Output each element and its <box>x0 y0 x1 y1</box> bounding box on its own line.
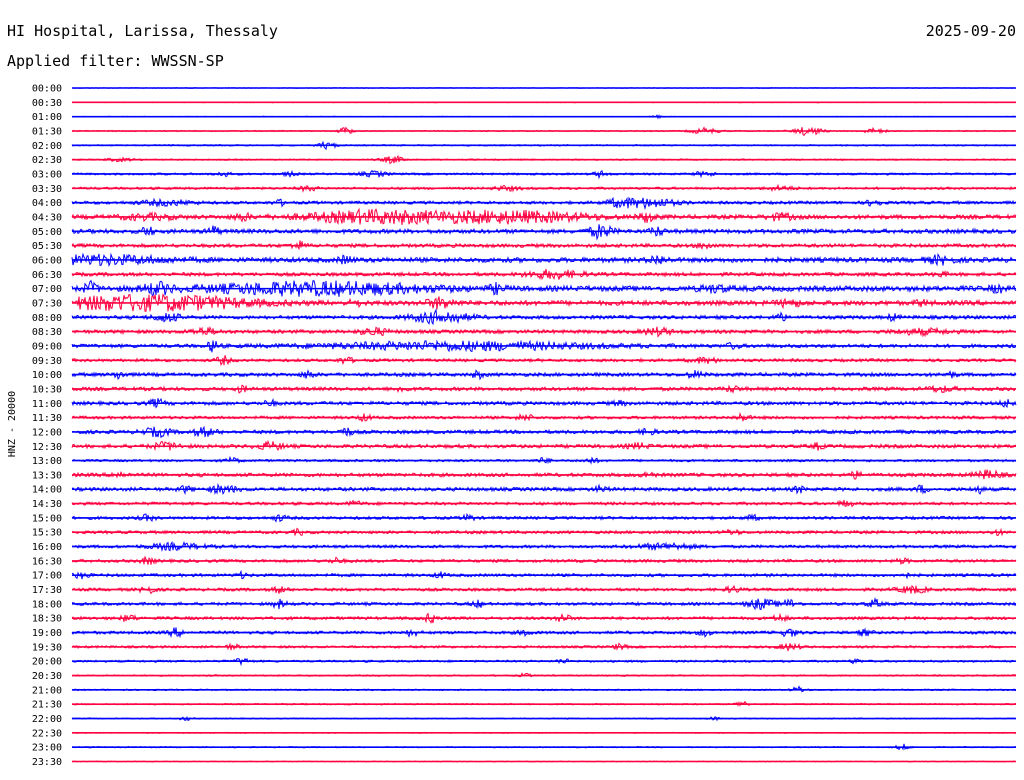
time-label: 03:30 <box>32 184 62 195</box>
time-label: 18:30 <box>32 614 62 625</box>
time-label: 23:00 <box>32 743 62 754</box>
time-label: 10:00 <box>32 370 62 381</box>
time-label: 06:30 <box>32 270 62 281</box>
time-label: 00:30 <box>32 98 62 109</box>
time-label: 18:00 <box>32 599 62 610</box>
time-label: 11:30 <box>32 413 62 424</box>
time-label: 13:30 <box>32 470 62 481</box>
time-label: 17:30 <box>32 585 62 596</box>
time-label: 14:00 <box>32 485 62 496</box>
time-label: 22:00 <box>32 714 62 725</box>
time-labels-group: 00:00 00:30 01:00 01:30 02:00 02:30 03:00 03:30… <box>32 84 62 769</box>
time-label: 17:00 <box>32 571 62 582</box>
time-label: 14:30 <box>32 499 62 510</box>
time-label: 03:00 <box>32 169 62 180</box>
time-label: 21:30 <box>32 700 62 711</box>
time-label: 05:00 <box>32 227 62 238</box>
time-label: 20:00 <box>32 657 62 668</box>
time-label: 02:30 <box>32 155 62 166</box>
time-label: 09:30 <box>32 356 62 367</box>
time-label: 01:00 <box>32 112 62 123</box>
time-label: 05:30 <box>32 241 62 252</box>
time-label: 01:30 <box>32 126 62 137</box>
time-label: 15:30 <box>32 528 62 539</box>
time-label: 16:00 <box>32 542 62 553</box>
time-label: 13:00 <box>32 456 62 467</box>
time-label: 10:30 <box>32 384 62 395</box>
time-label: 04:00 <box>32 198 62 209</box>
time-label: 12:30 <box>32 442 62 453</box>
time-label: 19:30 <box>32 642 62 653</box>
time-label: 15:00 <box>32 513 62 524</box>
time-label: 08:30 <box>32 327 62 338</box>
traces-group <box>71 86 1017 763</box>
station-title: HI Hospital, Larissa, Thessaly <box>7 22 278 40</box>
date-label: 2025-09-20 <box>926 22 1016 40</box>
filter-label: Applied filter: WWSSN-SP <box>7 52 224 70</box>
time-label: 06:00 <box>32 255 62 266</box>
time-label: 21:00 <box>32 685 62 696</box>
time-label: 04:30 <box>32 212 62 223</box>
time-label: 19:00 <box>32 628 62 639</box>
time-label: 12:00 <box>32 427 62 438</box>
time-label: 00:00 <box>32 84 62 95</box>
trace-line <box>71 369 1017 381</box>
time-label: 08:00 <box>32 313 62 324</box>
time-label: 16:30 <box>32 556 62 567</box>
time-label: 02:00 <box>32 141 62 152</box>
y-axis-label: HNZ - 20000 <box>7 391 18 457</box>
time-label: 11:00 <box>32 399 62 410</box>
time-label: 20:30 <box>32 671 62 682</box>
trace-line <box>71 240 1017 251</box>
time-label: 07:30 <box>32 298 62 309</box>
time-label: 22:30 <box>32 728 62 739</box>
time-label: 07:00 <box>32 284 62 295</box>
time-label: 09:00 <box>32 341 62 352</box>
time-label: 23:30 <box>32 757 62 768</box>
